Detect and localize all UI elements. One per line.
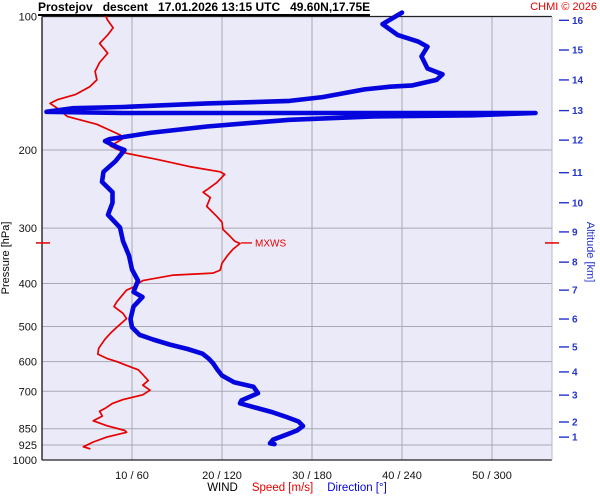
direction-curve (44, 10, 538, 447)
wind-caption-label: WIND (207, 482, 238, 494)
pressure-axis-title: Pressure [hPa] (0, 222, 12, 295)
copyright-label: CHMI © 2026 (530, 1, 597, 13)
altitude-tick-label: 13 (572, 106, 584, 117)
pressure-tick-label: 700 (19, 386, 37, 398)
speed-curve (49, 13, 241, 450)
wind-tick-label: 50 / 300 (472, 470, 512, 482)
bottom-axis-caption: WIND Speed [m/s] Direction [°] (42, 482, 552, 495)
wind-tick-label: 10 / 60 (115, 470, 149, 482)
altitude-tick-label: 16 (572, 16, 584, 27)
plot-background (42, 16, 552, 460)
pressure-tick-label: 925 (19, 440, 37, 452)
altitude-axis-title: Altitude [km] (584, 222, 596, 283)
pressure-tick-label: 200 (19, 145, 37, 157)
pressure-tick-label: 100 (19, 12, 37, 24)
mxws-label: MXWS (255, 238, 286, 249)
chart-title: Prostejov descent 17.01.2026 13:15 UTC 4… (38, 0, 371, 16)
altitude-tick-label: 10 (572, 198, 584, 209)
altitude-tick-label: 9 (572, 227, 578, 238)
altitude-tick-label: 4 (572, 367, 578, 378)
altitude-tick-label: 5 (572, 342, 578, 353)
altitude-tick-label: 11 (572, 168, 583, 179)
altitude-tick-label: 1 (572, 433, 578, 444)
speed-caption-label: Speed [m/s] (251, 482, 314, 494)
altitude-tick-label: 14 (572, 75, 584, 86)
wind-tick-label: 30 / 180 (292, 470, 332, 482)
pressure-tick-label: 850 (19, 424, 37, 436)
direction-caption-label: Direction [°] (327, 482, 387, 494)
wind-tick-label: 40 / 240 (382, 470, 422, 482)
altitude-tick-label: 7 (572, 286, 578, 297)
wind-tick-label: 20 / 120 (202, 470, 242, 482)
altitude-tick-label: 12 (572, 136, 584, 147)
altitude-tick-label: 15 (572, 46, 584, 57)
altitude-tick-label: 3 (572, 391, 578, 402)
pressure-tick-label: 400 (19, 279, 37, 291)
pressure-tick-label: 1000 (13, 455, 37, 467)
pressure-tick-label: 300 (19, 223, 37, 235)
altitude-tick-label: 8 (572, 258, 578, 269)
altitude-tick-label: 6 (572, 315, 578, 326)
altitude-tick-label: 2 (572, 418, 578, 429)
pressure-tick-label: 500 (19, 321, 37, 333)
pressure-tick-label: 600 (19, 357, 37, 369)
